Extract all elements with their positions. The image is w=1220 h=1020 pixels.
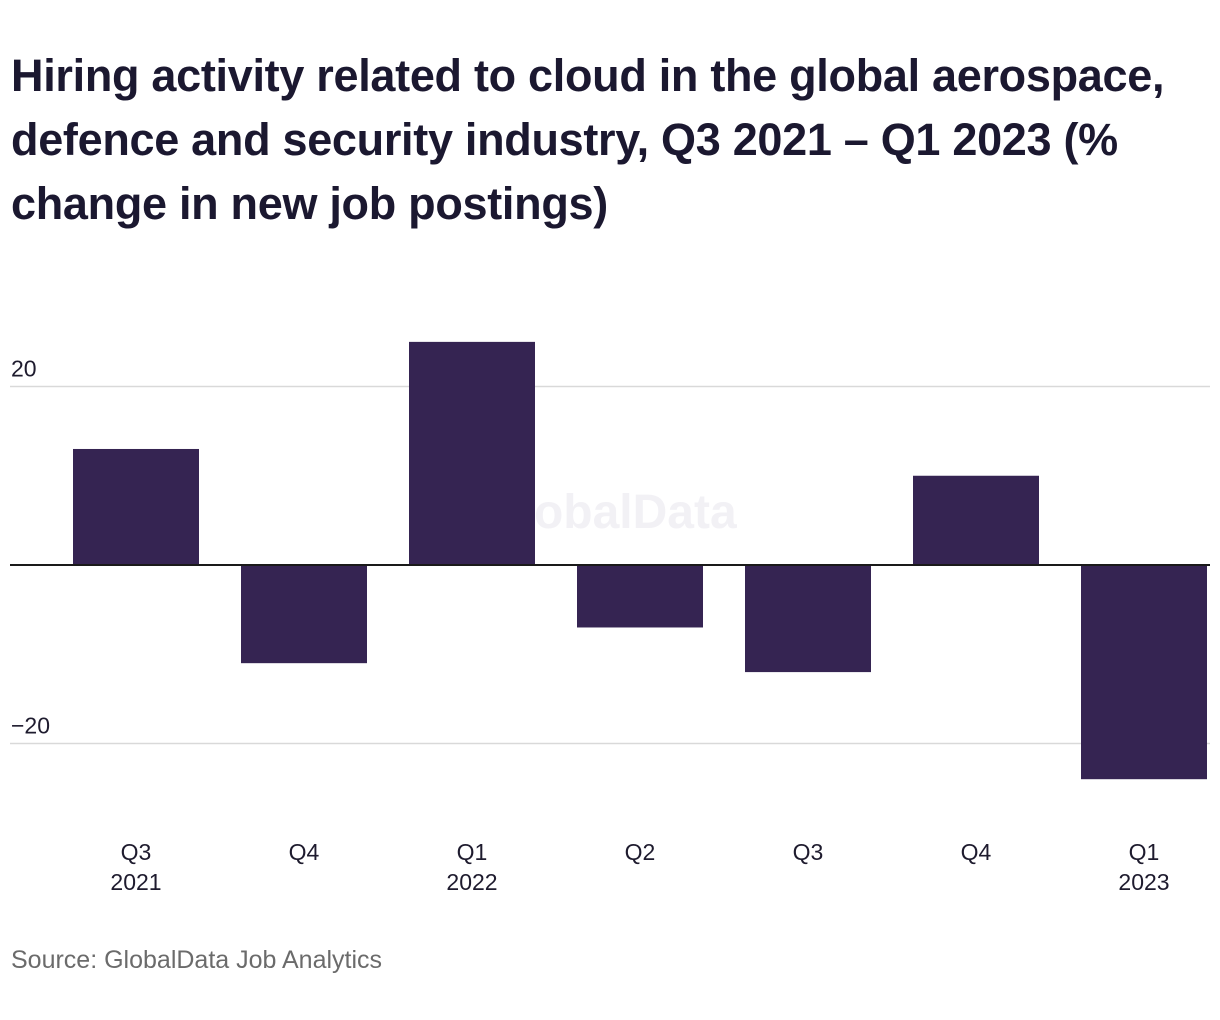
y-tick-label: −20 bbox=[11, 713, 50, 739]
bar bbox=[913, 475, 1039, 565]
x-tick-label: Q4 bbox=[289, 839, 320, 865]
bars bbox=[73, 341, 1207, 780]
bar bbox=[241, 565, 367, 664]
gridlines: 20 −20 bbox=[10, 356, 1210, 745]
chart-title: Hiring activity related to cloud in the … bbox=[11, 50, 1165, 229]
y-tick-label: 20 bbox=[11, 356, 37, 382]
bar bbox=[73, 448, 199, 565]
bar bbox=[745, 565, 871, 673]
bar bbox=[577, 565, 703, 628]
bar bbox=[409, 341, 535, 565]
bar bbox=[1081, 565, 1207, 780]
x-tick-year-label: 2021 bbox=[110, 869, 161, 895]
x-tick-label: Q1 bbox=[457, 839, 488, 865]
x-tick-label: Q2 bbox=[625, 839, 656, 865]
x-tick-label: Q4 bbox=[961, 839, 992, 865]
x-tick-year-label: 2023 bbox=[1118, 869, 1169, 895]
x-tick-label: Q3 bbox=[793, 839, 824, 865]
x-tick-year-label: 2022 bbox=[446, 869, 497, 895]
source-note: Source: GlobalData Job Analytics bbox=[11, 946, 383, 974]
x-tick-label: Q3 bbox=[121, 839, 152, 865]
x-axis-labels: Q3 2021 Q4 Q1 2022 Q2 Q3 Q4 Q1 2023 bbox=[110, 839, 1169, 895]
x-tick-label: Q1 bbox=[1129, 839, 1160, 865]
